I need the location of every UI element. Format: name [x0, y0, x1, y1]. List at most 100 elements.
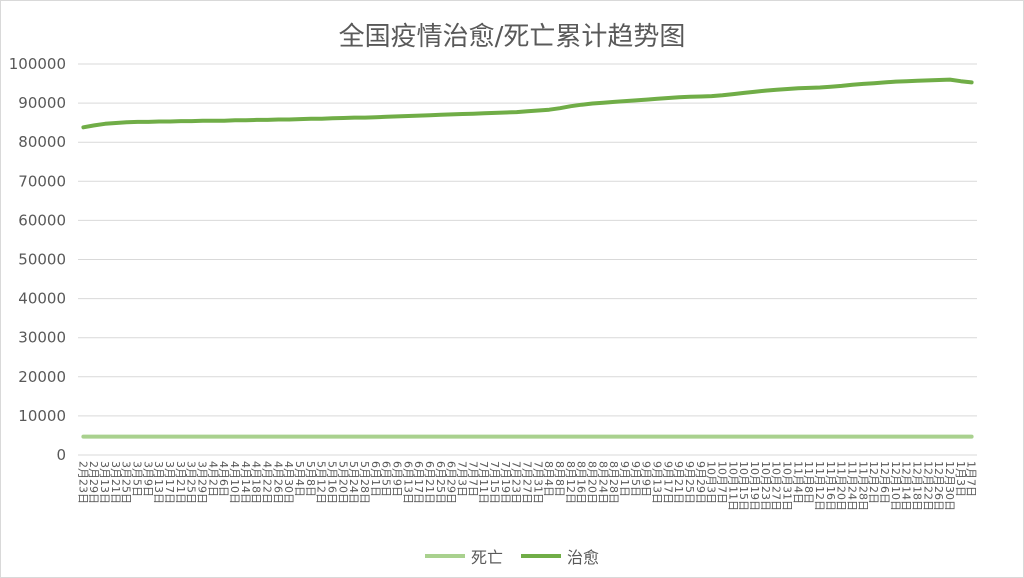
x-tick-label: 4月6日 [217, 461, 230, 497]
x-tick-label: 10月23日 [759, 461, 772, 511]
x-tick-label: 5月16日 [326, 461, 339, 504]
x-tick-label: 8月28日 [607, 461, 620, 504]
x-tick-label: 9月29日 [694, 461, 707, 504]
x-tick-label: 4月18日 [250, 461, 263, 504]
x-tick-label: 6月17日 [412, 461, 425, 504]
x-tick-label: 3月21日 [109, 461, 122, 504]
x-tick-label: 2月29日 [87, 461, 100, 504]
chart-legend: 死亡 治愈 [0, 544, 1024, 568]
x-tick-label: 5月12日 [315, 461, 328, 504]
x-tick-label: 5月24日 [347, 461, 360, 504]
x-tick-label: 5月8日 [304, 461, 317, 497]
y-tick-label: 70000 [18, 172, 66, 190]
x-tick-label: 6月29日 [445, 461, 458, 504]
x-tick-label: 11月4日 [791, 461, 804, 504]
y-tick-label: 100000 [9, 55, 66, 73]
x-tick-label: 4月2日 [206, 461, 219, 497]
x-tick-label: 7月31日 [531, 461, 544, 504]
x-tick-label: 5月20日 [336, 461, 349, 504]
x-tick-label: 9月13日 [650, 461, 663, 504]
x-tick-label: 11月12日 [813, 461, 826, 511]
legend-swatch [521, 554, 561, 558]
x-tick-label: 3月17日 [163, 461, 176, 504]
x-tick-label: 3月25日 [120, 461, 133, 504]
chart-title: 全国疫情治愈/死亡累计趋势图 [338, 22, 686, 52]
x-tick-label: 9月5日 [629, 461, 642, 497]
y-tick-label: 40000 [18, 290, 66, 308]
y-tick-label: 90000 [18, 94, 66, 112]
x-tick-label: 12月26日 [932, 461, 945, 511]
legend-item: 死亡 [424, 544, 503, 568]
x-tick-label: 6月5日 [380, 461, 393, 497]
x-tick-label: 1月7日 [965, 461, 978, 497]
x-tick-label: 3月9日 [141, 461, 154, 497]
x-tick-label: 12月14日 [900, 461, 913, 511]
x-tick-label: 3月5日 [131, 461, 144, 497]
x-tick-label: 7月23日 [510, 461, 523, 504]
x-tick-label: 10月19日 [748, 461, 761, 511]
x-tick-label: 7月3日 [456, 461, 469, 497]
x-tick-label: 8月8日 [553, 461, 566, 497]
x-tick-label: 6月9日 [391, 461, 404, 497]
x-tick-label: 12月22日 [921, 461, 934, 511]
x-tick-label: 3月25日 [185, 461, 198, 504]
x-tick-label: 9月21日 [672, 461, 685, 504]
x-tick-label: 10月15日 [737, 461, 750, 511]
y-tick-label: 30000 [18, 329, 66, 347]
x-tick-label: 9月1日 [618, 461, 631, 497]
x-tick-label: 6月1日 [369, 461, 382, 497]
x-tick-label: 1月3日 [954, 461, 967, 497]
legend-label: 治愈 [567, 548, 600, 567]
y-tick-label: 50000 [18, 251, 66, 269]
x-tick-label: 3月13日 [152, 461, 165, 504]
x-tick-label: 4月14日 [239, 461, 252, 504]
x-tick-label: 8月24日 [596, 461, 609, 504]
x-tick-label: 8月4日 [542, 461, 555, 497]
x-tick-label: 9月25日 [683, 461, 696, 504]
x-tick-label: 11月16日 [824, 461, 837, 511]
series-line-治愈 [81, 77, 974, 130]
y-tick-label: 80000 [18, 133, 66, 151]
x-tick-label: 7月27日 [521, 461, 534, 504]
x-tick-label: 11月28日 [856, 461, 869, 511]
legend-swatch [424, 554, 465, 558]
x-tick-label: 5月28日 [358, 461, 371, 504]
x-tick-label: 8月12日 [564, 461, 577, 504]
x-tick-label: 12月18日 [910, 461, 923, 511]
x-tick-label: 8月20日 [585, 461, 598, 504]
x-tick-label: 11月24日 [845, 461, 858, 511]
y-tick-label: 10000 [18, 407, 66, 425]
x-tick-label: 12月6日 [878, 461, 891, 504]
x-tick-label: 7月7日 [466, 461, 479, 497]
legend-item: 治愈 [521, 544, 599, 568]
x-tick-label: 10月3日 [705, 461, 718, 504]
x-tick-label: 10月31日 [780, 461, 793, 511]
y-tick-label: 60000 [18, 211, 66, 229]
x-tick-label: 11月8日 [802, 461, 815, 504]
x-tick-label: 12月10日 [889, 461, 902, 511]
x-tick-label: 3月21日 [174, 461, 187, 504]
x-tick-label: 6月21日 [423, 461, 436, 504]
x-tick-label: 7月19日 [499, 461, 512, 504]
x-tick-label: 11月20日 [835, 461, 848, 511]
x-tick-label: 8月16日 [575, 461, 588, 504]
x-tick-label: 4月22日 [261, 461, 274, 504]
x-tick-label: 3月13日 [98, 461, 111, 504]
x-tick-label: 10月7日 [715, 461, 728, 504]
x-tick-label: 10月11日 [726, 461, 739, 511]
x-tick-label: 5月4日 [293, 461, 306, 497]
y-tick-label: 20000 [18, 368, 66, 386]
x-tick-label: 9月17日 [661, 461, 674, 504]
x-tick-label: 6月25日 [434, 461, 447, 504]
x-tick-label: 9月9日 [640, 461, 653, 497]
x-tick-label: 10月27日 [770, 461, 783, 511]
legend-label: 死亡 [470, 548, 503, 567]
x-tick-label: 4月30日 [282, 461, 295, 504]
x-tick-label: 12月30日 [943, 461, 956, 511]
x-tick-label: 7月11日 [477, 461, 490, 504]
x-tick-label: 6月13日 [401, 461, 414, 504]
x-tick-label: 4月26日 [271, 461, 284, 504]
x-tick-label: 3月29日 [196, 461, 209, 504]
